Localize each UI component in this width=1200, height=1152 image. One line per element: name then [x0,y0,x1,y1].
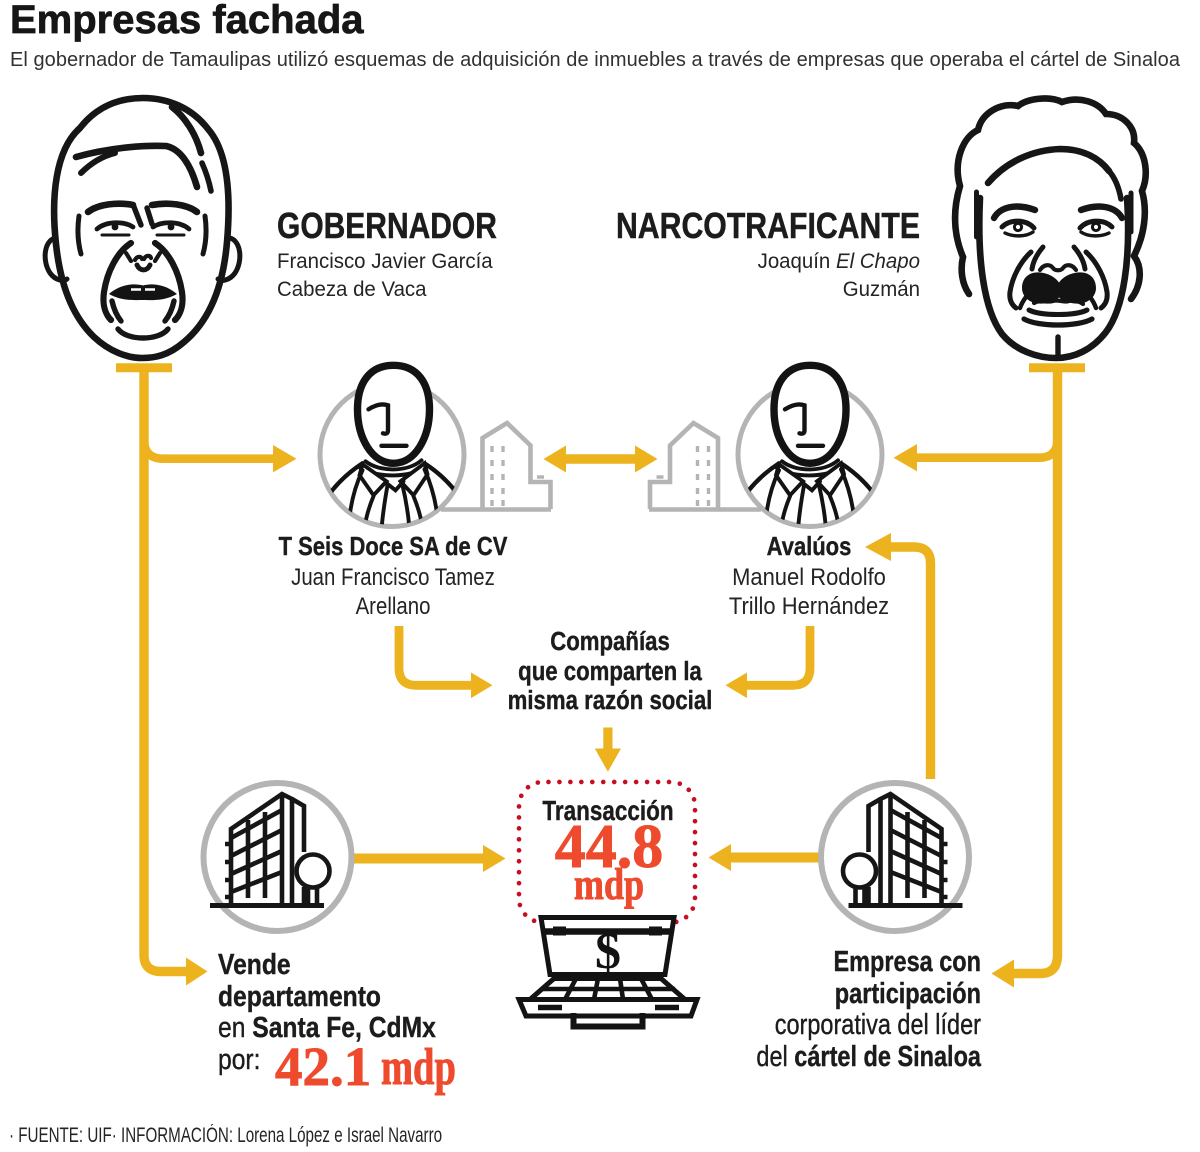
svg-text:$: $ [595,923,621,980]
